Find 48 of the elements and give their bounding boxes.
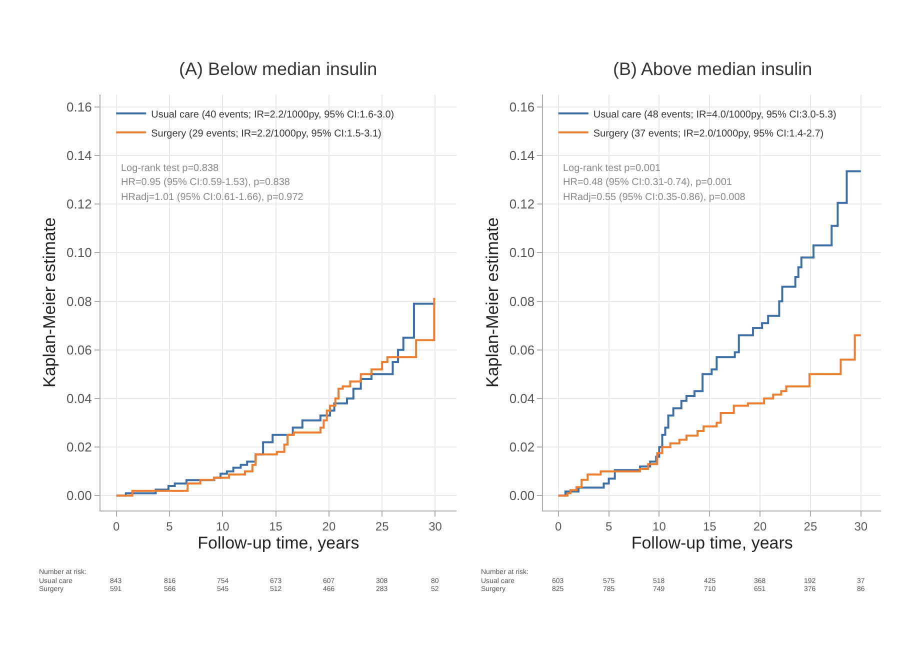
y-axis-title: Kaplan-Meier estimate xyxy=(40,217,60,388)
y-tick-label: 0.12 xyxy=(66,196,92,212)
y-tick-label: 0.04 xyxy=(66,391,92,406)
x-tick-label: 10 xyxy=(216,520,230,534)
y-tick-label: 0.10 xyxy=(509,245,535,260)
y-tick-label: 0.00 xyxy=(66,488,92,504)
x-tick-label: 5 xyxy=(166,520,174,534)
y-tick-label: 0.08 xyxy=(509,294,535,309)
y-tick-label: 0.14 xyxy=(509,148,535,164)
y-tick-label: 0.02 xyxy=(509,440,535,455)
y-tick-label: 0.16 xyxy=(66,99,92,114)
legend-label: Usual care (40 events; IR=2.2/1000py, 95% CI:1.6-3.0) xyxy=(151,109,394,120)
x-tick-label: 5 xyxy=(605,520,612,534)
x-tick-label: 30 xyxy=(854,520,868,534)
x-tick-label: 10 xyxy=(652,520,666,534)
legend-label: Surgery (29 events; IR=2.2/1000py, 95% CI:1.5-3.1) xyxy=(151,128,382,140)
y-tick-label: 0.10 xyxy=(66,245,92,260)
y-tick-label: 0.14 xyxy=(66,148,92,164)
annotation: HRadj=0.55 (95% CI:0.35-0.86), p=0.008 xyxy=(563,192,746,203)
x-tick-label: 20 xyxy=(322,520,336,534)
y-tick-label: 0.12 xyxy=(509,196,535,212)
x-axis-title: Follow-up time, years xyxy=(631,534,793,553)
x-tick-label: 15 xyxy=(702,520,717,534)
y-tick-label: 0.08 xyxy=(66,294,92,309)
legend-label: Usual care (48 events; IR=4.0/1000py, 95% CI:3.0-5.3) xyxy=(593,109,836,120)
x-tick-label: 25 xyxy=(804,520,818,534)
x-tick-label: 25 xyxy=(375,520,390,534)
chart-title: (A) Below median insulin xyxy=(179,59,378,79)
annotation: HR=0.95 (95% CI:0.59-1.53), p=0.838 xyxy=(121,177,290,188)
annotation: Log-rank test p=0.838 xyxy=(121,163,220,174)
y-tick-label: 0.16 xyxy=(509,99,535,114)
x-tick-label: 20 xyxy=(753,520,768,534)
x-axis-title: Follow-up time, years xyxy=(198,534,360,553)
annotation: HR=0.48 (95% CI:0.31-0.74), p=0.001 xyxy=(563,177,732,188)
y-tick-label: 0.04 xyxy=(509,391,535,406)
annotation: HRadj=1.01 (95% CI:0.61-1.66), p=0.972 xyxy=(121,192,304,203)
legend-label: Surgery (37 events; IR=2.0/1000py, 95% CI:1.4-2.7) xyxy=(593,128,824,140)
chart-title: (B) Above median insulin xyxy=(613,59,812,79)
x-tick-label: 30 xyxy=(428,520,442,534)
y-tick-label: 0.06 xyxy=(509,342,535,358)
x-tick-label: 15 xyxy=(269,520,283,534)
y-tick-label: 0.00 xyxy=(509,488,535,504)
x-tick-label: 0 xyxy=(113,520,120,534)
y-tick-label: 0.02 xyxy=(66,440,92,455)
y-tick-label: 0.06 xyxy=(66,342,92,358)
y-axis-title: Kaplan-Meier estimate xyxy=(482,217,502,388)
annotation: Log-rank test p=0.001 xyxy=(563,163,662,174)
x-tick-label: 0 xyxy=(555,520,562,534)
